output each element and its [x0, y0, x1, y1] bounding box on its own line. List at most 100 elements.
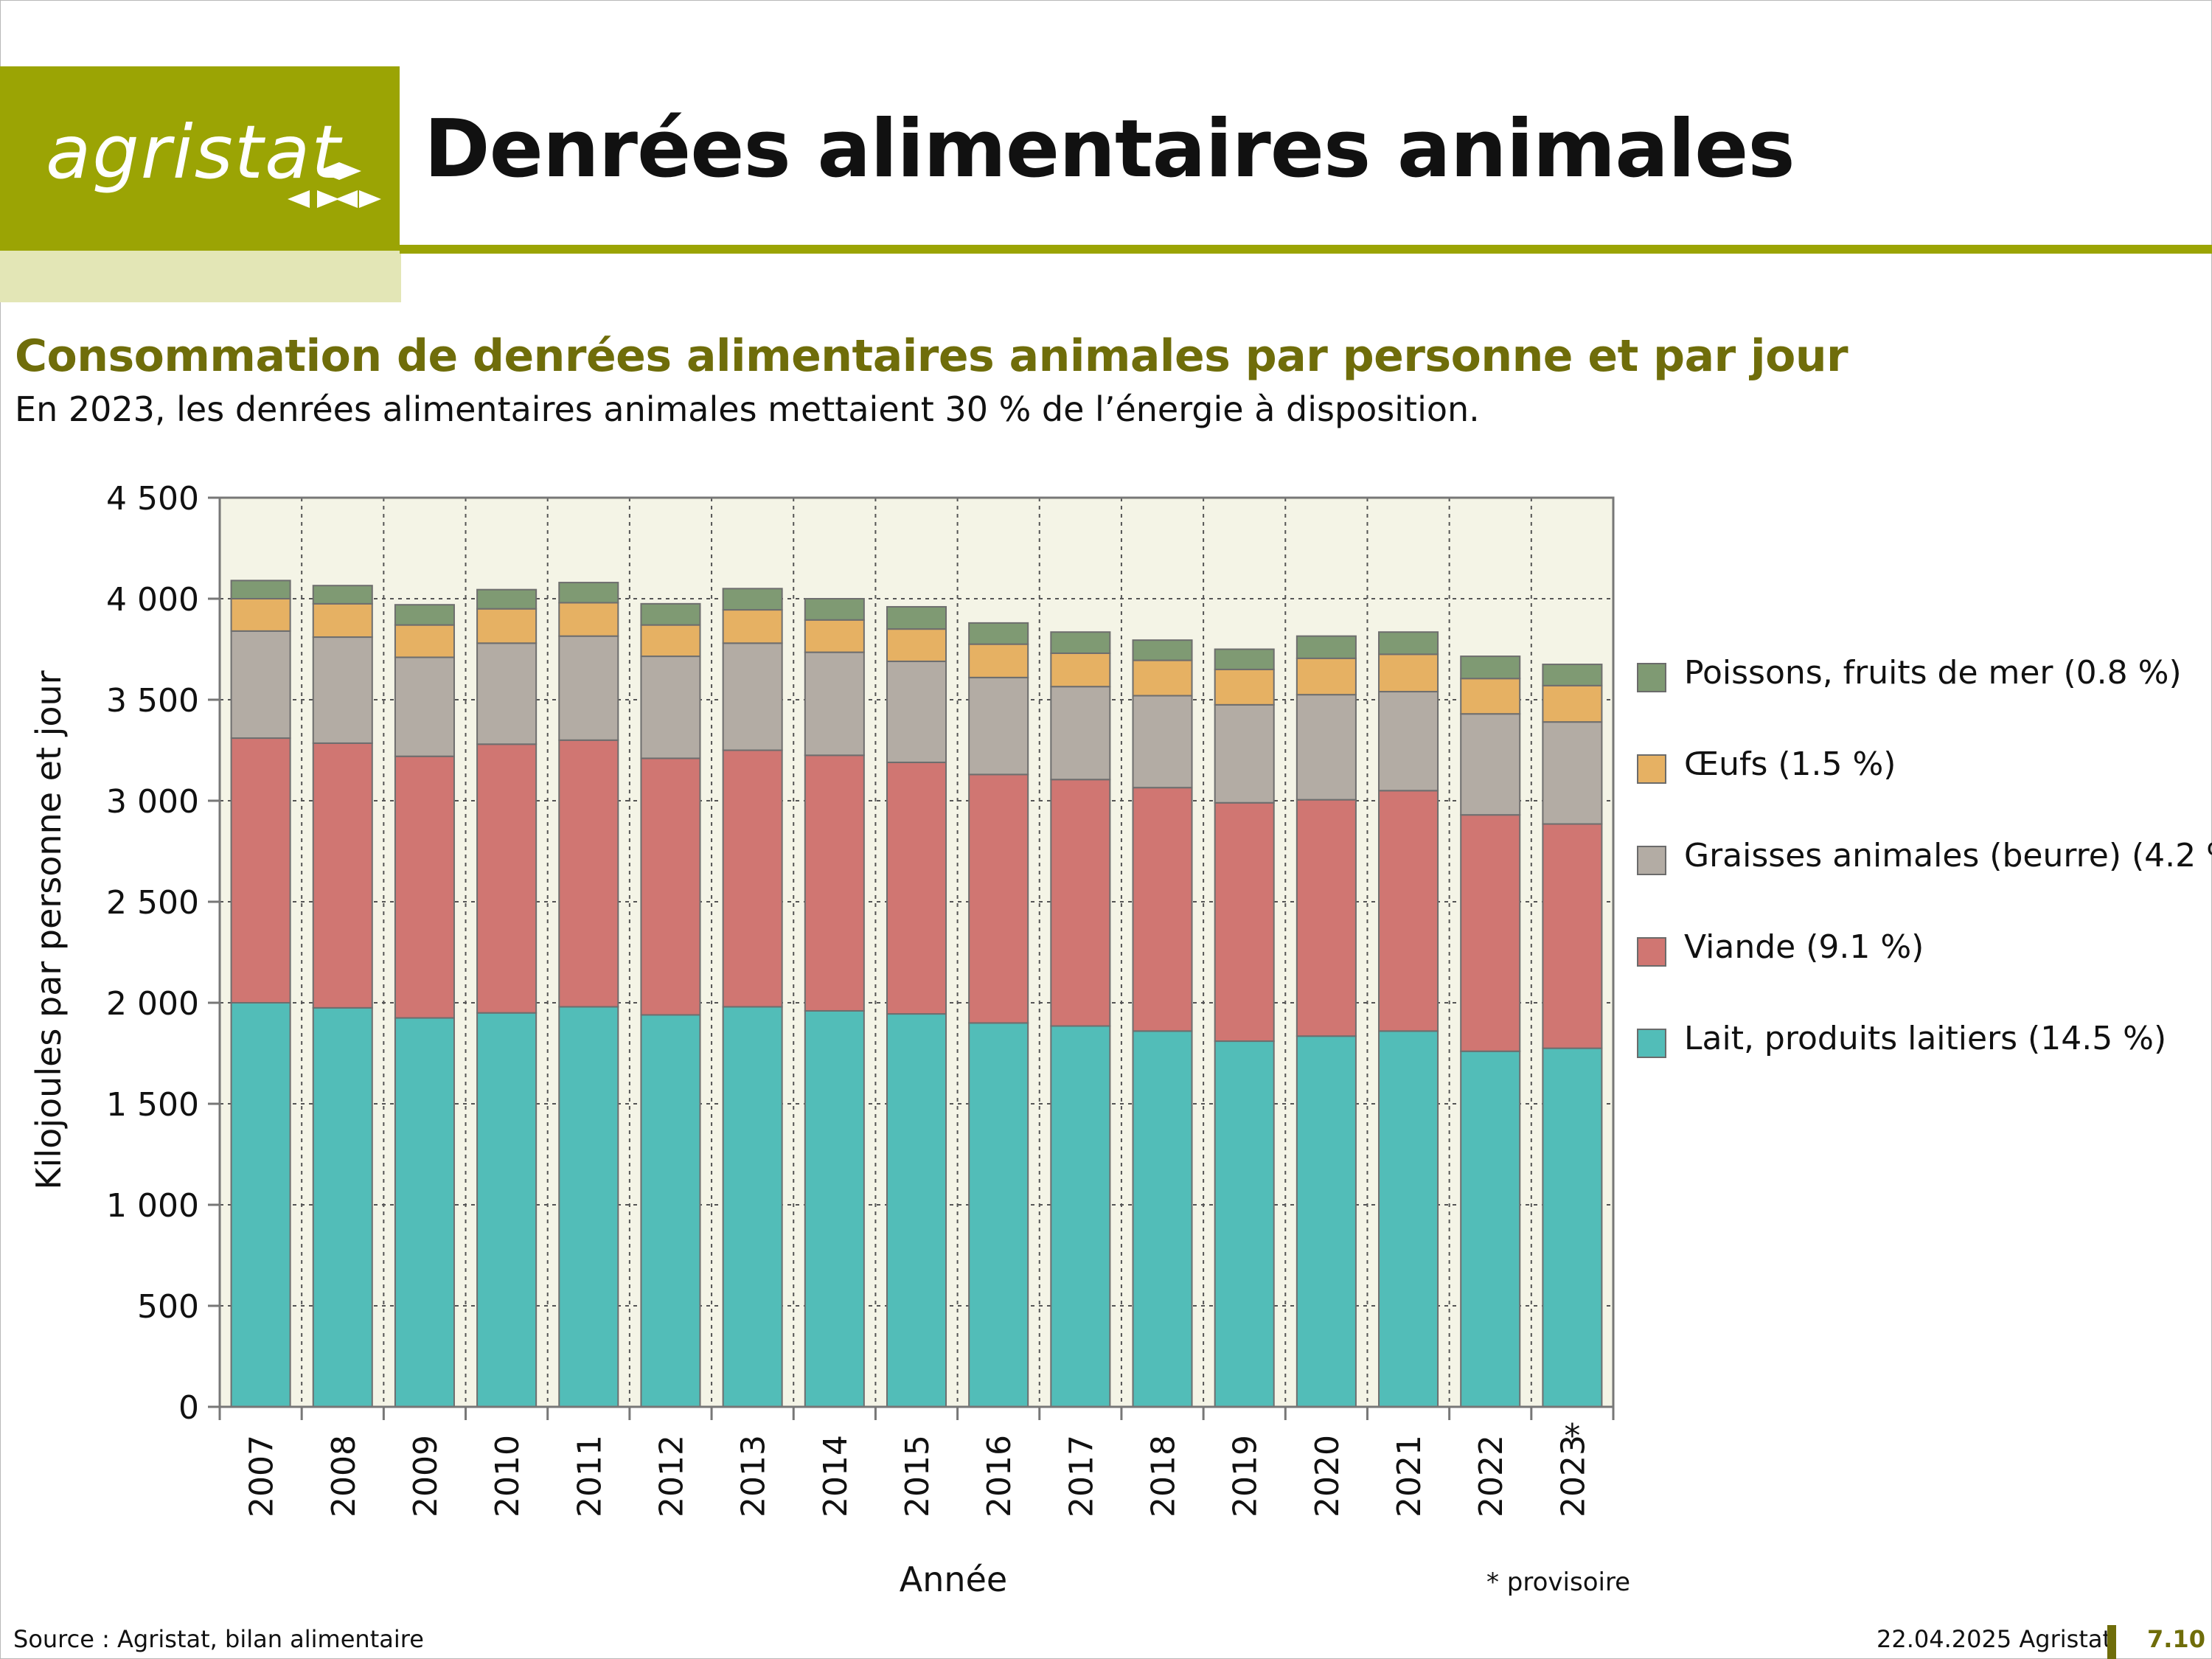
bar-segment: [312, 1006, 373, 1408]
bar-segment: [640, 602, 701, 626]
bar-segment: [886, 605, 947, 630]
bar-segment: [394, 624, 455, 658]
legend-label: Œufs (1.5 %): [1684, 745, 1896, 783]
bar-segment: [1460, 713, 1521, 816]
y-tick-label: 3 500: [106, 682, 199, 720]
bar-segment: [558, 739, 619, 1008]
bar-segment: [1295, 635, 1357, 659]
legend-swatch: [1637, 846, 1666, 875]
bar-segment: [886, 628, 947, 662]
x-tick-label: 2009: [407, 1435, 445, 1517]
footer-divider: [2107, 1625, 2116, 1659]
agristat-logo: [0, 66, 400, 251]
lead-text: En 2023, les denrées alimentaires animal…: [15, 389, 1480, 429]
x-tick-label: 2011: [571, 1435, 608, 1517]
bar-segment: [640, 624, 701, 658]
bar-segment: [1214, 1040, 1275, 1408]
footer-date: 22.04.2025 Agristat: [1877, 1625, 2112, 1653]
legend-item: Œufs (1.5 %): [1637, 744, 2212, 788]
x-tick-label: 2016: [981, 1435, 1018, 1517]
bar-segment: [968, 643, 1029, 678]
bar-segment: [1460, 814, 1521, 1052]
legend-label: Poissons, fruits de mer (0.8 %): [1684, 654, 2182, 692]
y-tick-label: 4 000: [106, 581, 199, 619]
bar-segment: [1214, 668, 1275, 706]
legend-label: Graisses animales (beurre) (4.2 %): [1684, 837, 2212, 874]
x-tick-label: 2014: [817, 1435, 855, 1517]
bar-segment: [1542, 664, 1603, 686]
bar-segment: [804, 598, 865, 621]
bar-segment: [476, 588, 538, 610]
bar-segment: [640, 655, 701, 759]
provisional-marker: *: [1564, 1417, 1580, 1455]
bar-segment: [312, 742, 373, 1009]
bar-segment: [722, 642, 783, 751]
bar-segment: [1214, 801, 1275, 1043]
bar-segment: [886, 761, 947, 1015]
x-tick-label: 2012: [653, 1435, 690, 1517]
bar-segment: [804, 1009, 865, 1408]
bar-segment: [640, 1014, 701, 1408]
legend-item: Graisses animales (beurre) (4.2 %): [1637, 835, 2212, 880]
bar-segment: [312, 602, 373, 639]
bar-segment: [1378, 631, 1439, 655]
page-title: Denrées alimentaires animales: [424, 103, 1795, 195]
bar-segment: [1132, 787, 1193, 1032]
chart-subtitle: Consommation de denrées alimentaires ani…: [15, 330, 1848, 382]
bar-segment: [1378, 790, 1439, 1032]
bar-segment: [1214, 703, 1275, 804]
legend-item: Poissons, fruits de mer (0.8 %): [1637, 653, 2212, 697]
bar-segment: [476, 642, 538, 745]
plot-border: [218, 496, 1615, 1408]
bar-segment: [476, 1012, 538, 1408]
x-axis-label: Année: [900, 1559, 1007, 1599]
bar-segment: [394, 604, 455, 626]
bar-segment: [230, 630, 291, 740]
legend-item: Lait, produits laitiers (14.5 %): [1637, 1018, 2212, 1062]
bar-segment: [230, 1002, 291, 1408]
bar-segment: [1378, 1030, 1439, 1408]
bar-segment: [1542, 684, 1603, 723]
bar-segment: [1132, 659, 1193, 697]
legend-swatch: [1637, 1029, 1666, 1058]
bar-segment: [1050, 1025, 1111, 1408]
bar-segment: [230, 580, 291, 600]
bar-segment: [1460, 678, 1521, 715]
bar-segment: [1295, 1035, 1357, 1408]
y-tick-label: 1 000: [106, 1187, 199, 1225]
bar-segment: [804, 754, 865, 1012]
y-tick-label: 2 500: [106, 884, 199, 922]
bar-segment: [804, 619, 865, 653]
y-tick-label: 500: [137, 1288, 199, 1326]
y-tick-label: 2 000: [106, 985, 199, 1023]
x-tick-label: 2010: [489, 1435, 526, 1517]
bar-segment: [394, 656, 455, 757]
x-tick-label: 2008: [325, 1435, 363, 1517]
bar-segment: [394, 1017, 455, 1408]
legend-item: Viande (9.1 %): [1637, 927, 2212, 971]
legend-label: Lait, produits laitiers (14.5 %): [1684, 1020, 2167, 1057]
bar-segment: [1460, 655, 1521, 680]
bar-segment: [640, 757, 701, 1016]
bar-segment: [1132, 639, 1193, 661]
footer-page-number: 7.10: [2147, 1625, 2205, 1653]
header-rule: [400, 245, 2212, 254]
bar-segment: [1214, 648, 1275, 670]
bar-segment: [1542, 823, 1603, 1049]
bar-segment: [1050, 779, 1111, 1027]
footer-source: Source : Agristat, bilan alimentaire: [13, 1625, 424, 1653]
bar-segment: [1050, 652, 1111, 688]
bar-segment: [722, 609, 783, 644]
x-tick-label: 2018: [1145, 1435, 1183, 1517]
legend-swatch: [1637, 937, 1666, 967]
bar-segment: [1050, 686, 1111, 781]
bar-segment: [886, 660, 947, 763]
bar-segment: [230, 737, 291, 1004]
provisional-note: * provisoire: [1486, 1568, 1631, 1597]
x-tick-label: 2023: [1554, 1435, 1592, 1517]
logo-tab: [0, 251, 401, 302]
bar-segment: [1460, 1050, 1521, 1408]
bar-segment: [476, 608, 538, 644]
x-tick-label: 2022: [1472, 1435, 1510, 1517]
x-tick-label: 2015: [899, 1435, 936, 1517]
